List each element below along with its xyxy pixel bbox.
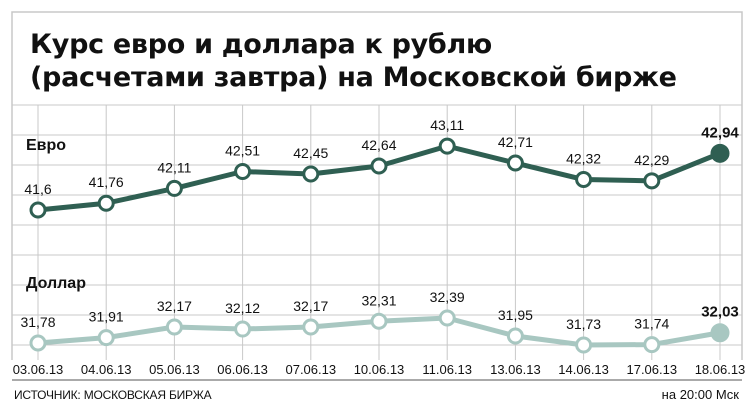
- dollar-point: [29, 334, 47, 352]
- chart-series: Евро 41,6 41,76 42,11 42,51 42,45 42,64 43,11 42…: [20, 117, 739, 354]
- euro-point: [438, 137, 456, 155]
- dollar-data-label: 31,74: [634, 316, 669, 332]
- x-tick-label: 11.06.13: [422, 362, 472, 377]
- dollar-point: [234, 320, 252, 338]
- euro-point: [710, 143, 730, 163]
- dollar-point: [302, 318, 320, 336]
- x-tick-label: 06.06.13: [217, 362, 268, 377]
- euro-data-label: 41,6: [24, 181, 51, 197]
- x-tick-label: 18.06.13: [695, 362, 746, 377]
- dollar-point: [575, 336, 593, 354]
- x-tick-label: 05.06.13: [149, 362, 200, 377]
- dollar-data-label: 32,17: [157, 298, 192, 314]
- euro-point: [234, 163, 252, 181]
- chart-title: Курс евро и доллара к рублю (расчетами з…: [30, 28, 677, 94]
- time-note: на 20:00 Мск: [661, 387, 739, 402]
- euro-data-label: 42,94: [701, 124, 739, 141]
- frame-top: [11, 11, 743, 105]
- dollar-point: [506, 327, 524, 345]
- euro-data-label: 41,76: [89, 174, 124, 190]
- dollar-data-label: 32,12: [225, 300, 260, 316]
- euro-data-label: 42,51: [225, 143, 260, 159]
- dollar-point: [643, 336, 661, 354]
- dollar-data-label: 32,31: [361, 292, 396, 308]
- euro-data-label: 42,29: [634, 152, 669, 168]
- euro-point: [302, 165, 320, 183]
- dollar-point: [710, 323, 730, 343]
- x-axis-ticks: 03.06.13 04.06.13 05.06.13 06.06.13 07.06.13…: [13, 362, 746, 377]
- dollar-point: [370, 312, 388, 330]
- euro-point: [97, 194, 115, 212]
- dollar-data-label: 31,95: [498, 307, 533, 323]
- euro-data-label: 42,32: [566, 151, 601, 167]
- series-euro: Евро 41,6 41,76 42,11 42,51 42,45 42,64 43,11 42…: [24, 117, 739, 219]
- dollar-data-label: 32,39: [430, 289, 465, 305]
- euro-series-name: Евро: [26, 137, 66, 154]
- euro-point: [370, 157, 388, 175]
- euro-point: [643, 172, 661, 190]
- dollar-point: [165, 318, 183, 336]
- dollar-data-label: 32,17: [293, 298, 328, 314]
- dollar-series-name: Доллар: [26, 275, 86, 292]
- x-tick-label: 04.06.13: [81, 362, 132, 377]
- euro-data-label: 42,64: [361, 137, 396, 153]
- dollar-data-label: 32,03: [701, 304, 739, 321]
- chart-title-line-2: (расчетами завтра) на Московской бирже: [30, 62, 677, 93]
- x-tick-label: 14.06.13: [558, 362, 609, 377]
- euro-point: [506, 154, 524, 172]
- dollar-data-label: 31,73: [566, 316, 601, 332]
- x-tick-label: 17.06.13: [626, 362, 677, 377]
- dollar-data-label: 31,91: [89, 309, 124, 325]
- dollar-data-label: 31,78: [20, 314, 55, 330]
- euro-point: [29, 201, 47, 219]
- dollar-point: [438, 309, 456, 327]
- x-tick-label: 13.06.13: [490, 362, 541, 377]
- dollar-point: [97, 329, 115, 347]
- euro-data-label: 42,11: [157, 159, 191, 175]
- euro-point: [575, 171, 593, 189]
- x-tick-label: 10.06.13: [354, 362, 405, 377]
- euro-data-label: 42,71: [498, 134, 533, 150]
- euro-point: [165, 179, 183, 197]
- x-tick-label: 03.06.13: [13, 362, 64, 377]
- chart-title-line-1: Курс евро и доллара к рублю: [30, 29, 492, 60]
- series-dollar: Доллар 31,78 31,91 32,17 32,12 32,17 32,31 32,3…: [20, 275, 739, 354]
- euro-data-label: 42,45: [293, 145, 328, 161]
- chart-frame: [11, 11, 743, 381]
- x-tick-label: 07.06.13: [285, 362, 336, 377]
- euro-data-label: 43,11: [430, 117, 464, 133]
- source-note: ИСТОЧНИК: МОСКОВСКАЯ БИРЖА: [14, 388, 212, 402]
